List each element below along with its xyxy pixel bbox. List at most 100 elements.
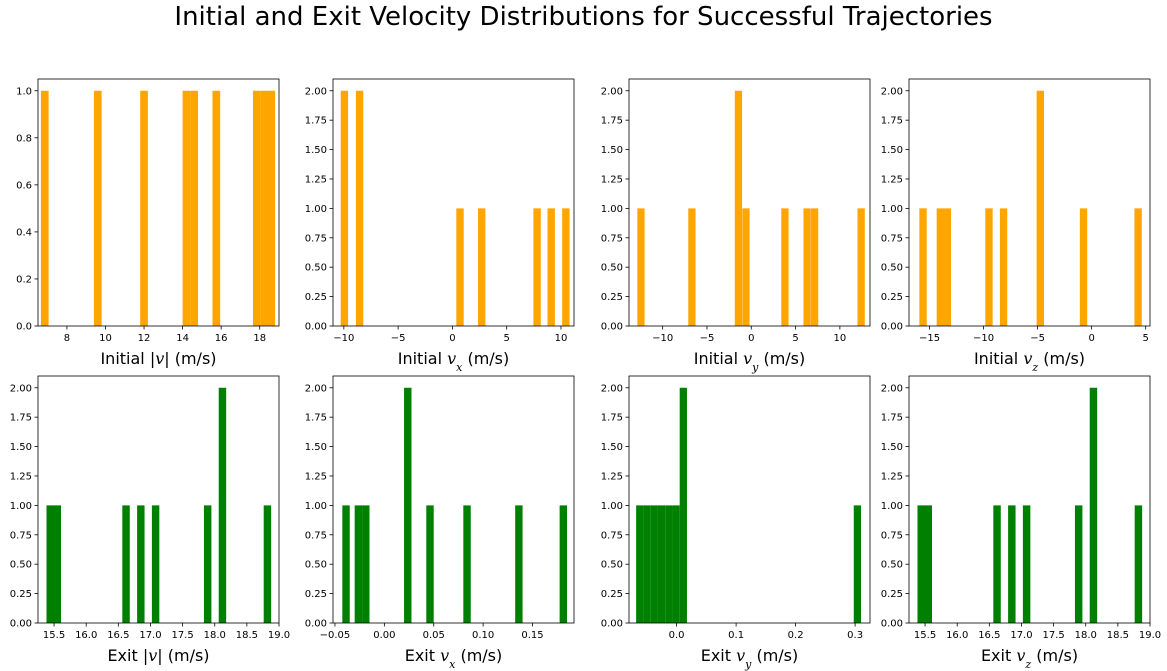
y-tick-label: 0.50 [305, 560, 327, 571]
y-tick-label: 1.00 [601, 204, 623, 215]
y-tick-label: 1.25 [10, 471, 32, 482]
x-tick-label: 16.5 [107, 630, 129, 641]
histogram-bar [463, 505, 471, 623]
histogram-bar [260, 90, 269, 326]
y-tick-label: 0.50 [305, 263, 327, 274]
histogram-bar [650, 505, 658, 623]
y-tick-label: 0.25 [881, 292, 903, 303]
axes-frame [628, 78, 871, 327]
y-tick-label: 0.6 [16, 180, 32, 191]
y-tick-label: 1.75 [601, 116, 623, 127]
histogram-bar [190, 90, 199, 326]
histogram-panel-8: 15.5 16.0 16.5 17.0 17.5 18.0 18.5 19.0 0.00 0.25… [881, 375, 1161, 671]
histogram-bar [1008, 505, 1016, 623]
x-tick-label: 17.0 [1010, 630, 1032, 641]
x-tick-label: 0.0 [669, 630, 685, 641]
histogram-bar [218, 387, 227, 623]
histogram-bar [1079, 208, 1088, 326]
x-tick-label: 19.0 [268, 630, 290, 641]
x-tick-label: 16 [215, 333, 228, 344]
x-tick-label: 10 [834, 333, 847, 344]
histogram-bar [151, 505, 160, 623]
x-tick-label: −5 [700, 333, 715, 344]
histogram-bar [999, 208, 1008, 326]
x-tick-label: 0 [449, 333, 455, 344]
y-tick-label: 0.25 [305, 589, 327, 600]
histogram-bar [355, 90, 364, 326]
histogram-bar [562, 208, 570, 326]
y-tick-label: 0.2 [16, 274, 32, 285]
x-tick-label: 0.3 [847, 630, 863, 641]
y-tick-label: 2.00 [881, 383, 903, 394]
y-tick-label: 0.50 [10, 560, 32, 571]
histogram-panel-3: −10 −5 0 5 10 0.00 0.25 0.50 0.75 1.00 1.25 1.50 1.7… [601, 78, 871, 374]
y-tick-label: 1.75 [305, 413, 327, 424]
y-tick-label: 0.50 [881, 560, 903, 571]
histogram-bar [688, 208, 696, 326]
histogram-bar [182, 90, 191, 326]
x-tick-label: 18.5 [236, 630, 258, 641]
x-tick-label: 0 [1088, 333, 1094, 344]
histogram-bar [734, 90, 743, 326]
x-axis-label: Exit vy (m/s) [701, 646, 799, 671]
x-tick-label: 0 [748, 333, 754, 344]
y-tick-label: 0.75 [881, 233, 903, 244]
histogram-bar [40, 90, 49, 326]
y-tick-label: 1.25 [601, 471, 623, 482]
y-tick-label: 0.75 [305, 530, 327, 541]
x-tick-label: 16.0 [946, 630, 968, 641]
y-tick-label: 1.00 [305, 501, 327, 512]
y-tick-label: 0.25 [881, 589, 903, 600]
y-tick-label: 1.50 [881, 442, 903, 453]
x-tick-label: 5 [792, 333, 798, 344]
y-tick-label: 0.00 [881, 619, 903, 630]
x-tick-label: −10 [652, 333, 673, 344]
y-tick-label: 1.25 [305, 174, 327, 185]
x-axis-label: Initial vz (m/s) [974, 349, 1085, 374]
histogram-bar [993, 505, 1001, 623]
x-tick-label: 15.5 [914, 630, 936, 641]
histogram-bar [1089, 387, 1098, 623]
y-tick-label: 0.50 [601, 560, 623, 571]
x-tick-label: 5 [504, 333, 510, 344]
y-tick-label: 1.50 [305, 145, 327, 156]
y-tick-label: 1.50 [601, 442, 623, 453]
x-tick-label: 15.5 [43, 630, 65, 641]
y-tick-label: 1.00 [881, 204, 903, 215]
x-tick-label: 5 [1142, 333, 1148, 344]
histogram-bar [803, 208, 811, 326]
y-tick-label: 1.25 [881, 471, 903, 482]
x-tick-label: 18.5 [1107, 630, 1129, 641]
histogram-bar [354, 505, 363, 623]
x-tick-label: −0.05 [320, 630, 351, 641]
y-tick-label: 2.00 [305, 383, 327, 394]
x-tick-label: −5 [391, 333, 406, 344]
histogram-bar [1022, 505, 1031, 623]
histogram-bar [665, 505, 673, 623]
histogram-bar [985, 208, 993, 326]
histogram-panel-2: −10 −5 0 5 10 0.00 0.25 0.50 0.75 1.00 1.25 1.50 1.7… [305, 78, 575, 374]
histogram-bar [267, 90, 276, 326]
y-tick-label: 1.50 [601, 145, 623, 156]
histogram-panel-1: 8 10 12 14 16 18 0.0 0.2 0.4 0.6 0.8 1.0 Initial |v|… [16, 78, 280, 368]
x-tick-label: 12 [138, 333, 151, 344]
y-tick-label: 1.25 [601, 174, 623, 185]
x-tick-label: −15 [919, 333, 940, 344]
y-tick-label: 0.00 [10, 619, 32, 630]
histogram-bar [643, 505, 651, 623]
histogram-bar [1134, 505, 1143, 623]
y-tick-label: 1.00 [881, 501, 903, 512]
y-tick-label: 2.00 [601, 383, 623, 394]
x-axis-label: Exit vx (m/s) [405, 646, 503, 671]
x-tick-label: 0.15 [521, 630, 543, 641]
y-tick-label: 0.00 [881, 322, 903, 333]
x-tick-label: 17.5 [171, 630, 193, 641]
x-tick-label: 18 [253, 333, 266, 344]
histogram-bar [559, 505, 568, 623]
y-tick-label: 0.75 [601, 530, 623, 541]
histogram-bar [122, 505, 130, 623]
histogram-panel-5: 15.5 16.0 16.5 17.0 17.5 18.0 18.5 19.0 0.00 0.25… [10, 375, 290, 665]
y-tick-label: 0.25 [601, 292, 623, 303]
histogram-bar [781, 208, 789, 326]
y-tick-label: 0.00 [305, 619, 327, 630]
